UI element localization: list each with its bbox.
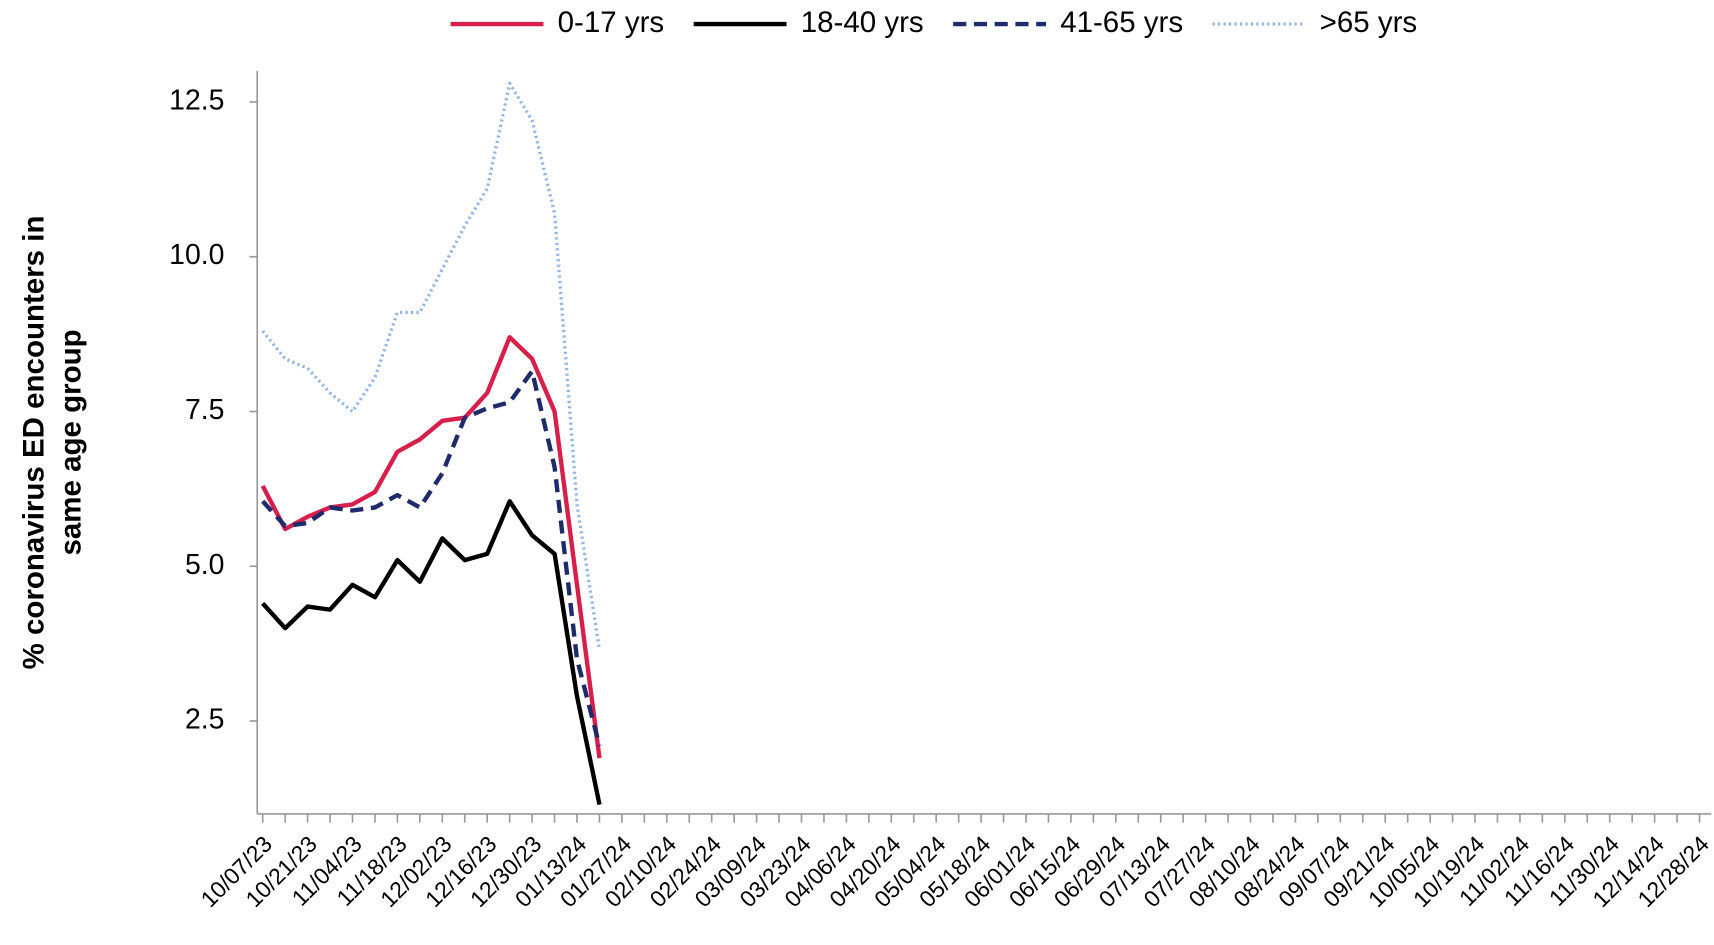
series-line <box>261 369 602 747</box>
y-tick-label: 12.5 <box>169 84 224 116</box>
y-axis-title: % coronavirus ED encounters in same age … <box>17 216 87 670</box>
legend-label: >65 yrs <box>1320 6 1418 39</box>
legend-label: 41-65 yrs <box>1060 6 1183 39</box>
y-tick-label: 2.5 <box>185 704 224 736</box>
y-tick-label: 7.5 <box>185 394 224 426</box>
series-line <box>261 499 602 806</box>
legend-label: 18-40 yrs <box>801 6 924 39</box>
series-line <box>261 81 602 651</box>
y-axis-title-line: same age group <box>54 329 87 555</box>
series-line <box>260 335 602 759</box>
y-tick-label: 10.0 <box>169 239 224 271</box>
y-tick-label: 5.0 <box>185 549 224 581</box>
legend-label: 0-17 yrs <box>558 6 665 39</box>
y-axis-title-line: % coronavirus ED encounters in <box>17 216 50 670</box>
